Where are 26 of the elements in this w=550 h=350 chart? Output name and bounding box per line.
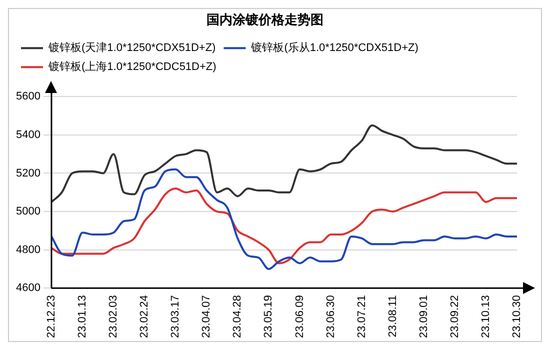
legend-label: 镀锌板(上海1.0*1250*CDC51D+Z) <box>48 60 216 74</box>
x-tick-label: 23.04.07 <box>200 295 213 338</box>
x-tick-label: 23.07.21 <box>356 295 368 338</box>
x-tick-label: 23.10.13 <box>480 295 492 338</box>
x-tick-label: 23.03.17 <box>170 295 182 338</box>
x-tick-label: 22.12.23 <box>46 295 58 338</box>
legend-label: 镀锌板(乐从1.0*1250*CDX51D+Z) <box>250 41 418 54</box>
y-tick-label: 4600 <box>16 282 40 294</box>
y-tick-label: 5200 <box>16 167 40 180</box>
y-tick-label: 5400 <box>16 128 40 141</box>
x-tick-label: 23.08.11 <box>386 295 399 338</box>
chart-title: 国内涂镀价格走势图 <box>206 12 324 28</box>
x-tick-label: 23.04.28 <box>232 295 244 338</box>
x-tick-label: 23.10.30 <box>511 295 524 338</box>
x-tick-label: 23.06.09 <box>294 295 306 338</box>
x-tick-label: 23.05.19 <box>262 295 275 338</box>
y-tick-label: 5000 <box>16 206 40 218</box>
x-tick-label: 23.06.30 <box>324 295 337 338</box>
y-tick-label: 4800 <box>16 244 40 256</box>
x-tick-label: 23.09.22 <box>448 295 461 338</box>
legend-label: 镀锌板(天津1.0*1250*CDX51D+Z) <box>48 41 216 54</box>
x-tick-label: 23.02.03 <box>108 295 120 338</box>
y-tick-label: 5600 <box>16 90 40 103</box>
x-tick-label: 23.09.01 <box>418 295 430 338</box>
x-tick-label: 23.01.13 <box>76 295 89 338</box>
x-tick-label: 23.02.24 <box>138 295 151 338</box>
